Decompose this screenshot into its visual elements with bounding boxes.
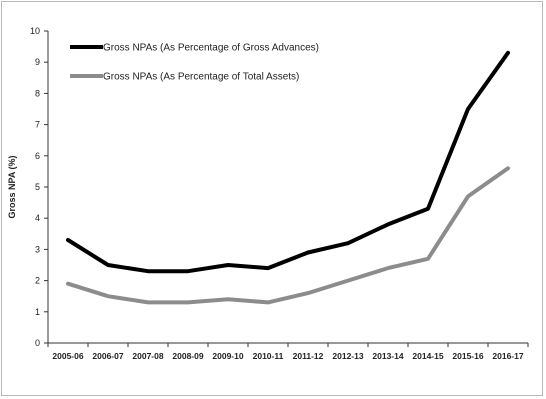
- y-axis: 0 1 2 3 4 5 6 7 8 9 10: [30, 26, 49, 348]
- x-tick-label: 2016-17: [492, 351, 523, 361]
- x-tick-label: 2006-07: [92, 351, 123, 361]
- x-tick-label: 2013-14: [372, 351, 403, 361]
- series-line-2: [66, 166, 510, 305]
- y-tick-label: 8: [35, 88, 40, 98]
- y-tick-label: 6: [35, 151, 40, 161]
- legend-label: Gross NPAs (As Percentage of Total Asset…: [103, 72, 299, 83]
- series-layer: [66, 50, 510, 305]
- series-line-1: [66, 50, 510, 274]
- x-tick-label: 2014-15: [412, 351, 443, 361]
- x-tick-label: 2007-08: [132, 351, 163, 361]
- x-tick-label: 2012-13: [332, 351, 363, 361]
- y-tick-label: 0: [35, 338, 40, 348]
- x-tick-label: 2015-16: [452, 351, 483, 361]
- legend: Gross NPAs (As Percentage of Gross Advan…: [70, 43, 319, 83]
- y-tick-label: 9: [35, 57, 40, 67]
- y-tick-label: 5: [35, 182, 40, 192]
- y-tick-label: 7: [35, 120, 40, 130]
- y-tick-label: 2: [35, 276, 40, 286]
- y-tick-label: 1: [35, 307, 40, 317]
- x-tick-label: 2010-11: [253, 351, 284, 361]
- legend-label: Gross NPAs (As Percentage of Gross Advan…: [103, 43, 319, 54]
- x-tick-label: 2009-10: [212, 351, 243, 361]
- x-axis: 2005-06 2006-07 2007-08 2008-09 2009-10 2010-…: [47, 342, 529, 361]
- y-tick-label: 10: [30, 26, 40, 36]
- x-tick-label: 2011-12: [293, 351, 324, 361]
- y-tick-label: 3: [35, 244, 40, 254]
- x-tick-label: 2008-09: [172, 351, 203, 361]
- x-tick-label: 2005-06: [52, 351, 83, 361]
- y-axis-title: Gross NPA (%): [7, 155, 17, 218]
- y-tick-label: 4: [35, 213, 40, 223]
